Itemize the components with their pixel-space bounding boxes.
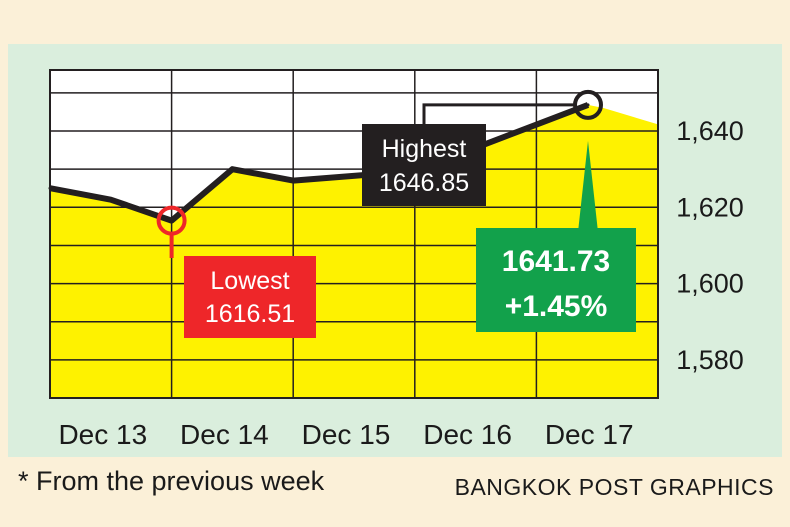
lowest-value: 1616.51 (205, 300, 295, 328)
data-point (230, 167, 234, 171)
x-tick-label: Dec 13 (58, 419, 147, 450)
graphics-credit: BANGKOK POST GRAPHICS (454, 474, 774, 500)
footnote: * From the previous week (18, 466, 325, 496)
highest-value: 1646.85 (379, 169, 469, 197)
highest-box (362, 124, 486, 206)
y-tick-label: 1,620 (676, 192, 744, 222)
x-tick-label: Dec 14 (180, 419, 269, 450)
lowest-box (184, 256, 316, 338)
highest-connector (422, 103, 574, 126)
close-pointer (578, 140, 598, 232)
y-tick-label: 1,640 (676, 116, 744, 146)
data-point (586, 103, 590, 107)
x-tick-label: Dec 17 (545, 419, 634, 450)
close-change: +1.45% (505, 290, 608, 323)
close-box (476, 228, 636, 332)
lowest-label: Lowest (210, 267, 289, 295)
y-tick-label: 1,580 (676, 345, 744, 375)
x-tick-label: Dec 15 (302, 419, 391, 450)
data-point (291, 179, 295, 183)
plot-border (49, 69, 659, 399)
highest-label: Highest (382, 135, 467, 163)
close-value: 1641.73 (502, 245, 610, 278)
data-point (109, 198, 113, 202)
highest-marker (573, 89, 603, 120)
y-tick-label: 1,600 (676, 269, 744, 299)
lowest-marker (156, 205, 187, 236)
data-point (48, 186, 52, 190)
data-point (170, 219, 174, 223)
x-tick-label: Dec 16 (423, 419, 512, 450)
